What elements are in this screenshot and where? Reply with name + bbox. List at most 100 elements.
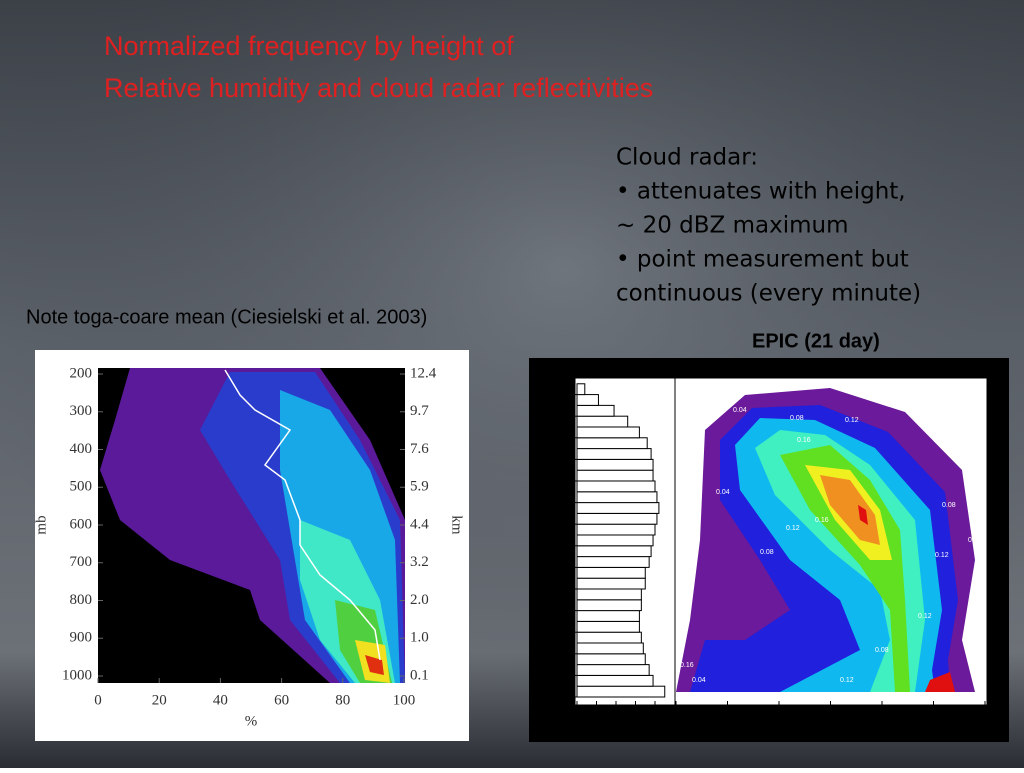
histogram-bar bbox=[576, 642, 644, 655]
y-tick-label: 3 bbox=[568, 627, 573, 636]
contour-region bbox=[820, 475, 880, 545]
y-axis-label: mb bbox=[33, 515, 49, 534]
epic-label: EPIC (21 day) bbox=[752, 330, 880, 352]
y-tick-label: 10 bbox=[563, 476, 572, 485]
histogram-bar bbox=[576, 437, 648, 450]
bullets: Cloud radar: • attenuates with height, ~… bbox=[616, 145, 921, 307]
x-tick-label: 2 bbox=[614, 708, 619, 717]
contour-label: 0.08 bbox=[760, 549, 774, 556]
histogram-bar bbox=[576, 588, 642, 601]
y2-tick-label: 2.0 bbox=[410, 592, 429, 608]
histogram-bar bbox=[576, 491, 658, 504]
x-tick-label: 10 bbox=[929, 708, 938, 717]
y-tick-label: 0 bbox=[568, 692, 573, 701]
y-tick-label: 400 bbox=[70, 441, 93, 457]
histogram-bar bbox=[576, 383, 586, 396]
mean-profile bbox=[224, 369, 381, 661]
x-tick-label: 3 bbox=[633, 708, 638, 717]
bullet-line: Cloud radar: bbox=[616, 145, 758, 171]
contour-label: 0.04 bbox=[716, 489, 730, 496]
contour-label: 0.16 bbox=[815, 517, 829, 524]
contour-region bbox=[858, 505, 868, 525]
x-tick-label: 20 bbox=[981, 708, 990, 717]
histogram-bar bbox=[576, 480, 656, 493]
y-tick-label: 5 bbox=[568, 584, 573, 593]
histogram-bar bbox=[576, 599, 642, 612]
x-tick-label: -20 bbox=[773, 708, 785, 717]
histogram-bar bbox=[576, 502, 660, 514]
x-tick-label: 4 bbox=[653, 708, 658, 717]
y2-tick-label: 7.6 bbox=[410, 441, 429, 457]
contour-label: 0.08 bbox=[875, 647, 889, 654]
y-tick-label: 8 bbox=[568, 519, 573, 528]
x-axis-label: dBZ bbox=[823, 717, 838, 726]
y-tick-label: 800 bbox=[70, 592, 93, 608]
x-tick-label: -10 bbox=[825, 708, 837, 717]
contour-label: 0.12 bbox=[918, 613, 932, 620]
x-axis-label: % bbox=[245, 713, 258, 729]
x-axis-label: % bbox=[621, 717, 628, 726]
histogram-bar bbox=[576, 610, 640, 622]
x-tick-label: -40 bbox=[670, 708, 682, 717]
y2-tick-label: 3.2 bbox=[410, 554, 429, 570]
contour-region bbox=[755, 430, 925, 692]
humidity-field bbox=[100, 368, 405, 683]
x-tick-label: 80 bbox=[335, 692, 350, 708]
y-tick-label: 6 bbox=[568, 563, 573, 572]
x-tick-label: 60 bbox=[274, 692, 289, 708]
bullet-line: • attenuates with height, bbox=[616, 179, 906, 205]
y-tick-label: 7 bbox=[568, 541, 573, 550]
contour-label: 0.04 bbox=[692, 677, 706, 684]
y-tick-label: 500 bbox=[70, 479, 93, 495]
histogram-bar bbox=[576, 685, 666, 698]
y-tick-label: 300 bbox=[70, 403, 93, 419]
histogram-bar bbox=[576, 523, 656, 536]
y-axis-label: km bbox=[555, 535, 564, 546]
y2-tick-label: 12.4 bbox=[410, 365, 437, 381]
histogram-bar bbox=[576, 653, 646, 666]
contour-label: 0.12 bbox=[786, 525, 800, 532]
y-tick-label: 200 bbox=[70, 365, 93, 381]
bullet-line: • point measurement but bbox=[616, 247, 909, 273]
histogram-bar bbox=[576, 512, 658, 525]
y-tick-label: 600 bbox=[70, 516, 93, 532]
histogram-bar bbox=[576, 556, 650, 568]
contour-label: 0.12 bbox=[840, 677, 854, 684]
x-tick-label: -30 bbox=[722, 708, 734, 717]
histogram-bar bbox=[576, 426, 640, 439]
histogram-bar bbox=[576, 577, 646, 590]
histogram-bar bbox=[576, 664, 650, 676]
x-tick-label: 1 bbox=[594, 708, 599, 717]
contour-label: 0.04 bbox=[968, 537, 982, 544]
y-tick-label: 2 bbox=[568, 649, 573, 658]
y2-tick-label: 5.9 bbox=[410, 479, 429, 495]
y2-tick-label: 0.1 bbox=[410, 667, 429, 683]
histogram-bar bbox=[576, 394, 599, 406]
x-tick-label: 0 bbox=[94, 692, 102, 708]
x-tick-label: 0 bbox=[575, 708, 580, 717]
title-line: Normalized frequency by height of bbox=[104, 31, 514, 61]
reflectivity-field bbox=[676, 388, 975, 692]
contour-label: 0.08 bbox=[790, 415, 804, 422]
y-tick-label: 1 bbox=[568, 671, 573, 680]
y-tick-label: 13 bbox=[563, 411, 572, 420]
x-tick-label: 0 bbox=[880, 708, 885, 717]
histogram-bar bbox=[576, 404, 615, 417]
contour-label: 0.04 bbox=[733, 407, 747, 414]
contour-label: 0.12 bbox=[845, 417, 859, 424]
y-tick-label: 12 bbox=[563, 433, 572, 442]
x-tick-label: 100 bbox=[393, 692, 416, 708]
contour-label: 0.16 bbox=[680, 662, 694, 669]
histogram-bar bbox=[576, 534, 654, 547]
histogram-bar bbox=[576, 469, 654, 482]
y2-tick-label: 1.0 bbox=[410, 630, 429, 646]
contour-label: 0.12 bbox=[935, 552, 949, 559]
x-tick-label: 20 bbox=[152, 692, 167, 708]
bullet-line: ~ 20 dBZ maximum bbox=[616, 213, 849, 239]
contour-label: 0.08 bbox=[942, 502, 956, 509]
y-tick-label: 900 bbox=[70, 630, 93, 646]
note: Note toga-coare mean (Ciesielski et al. … bbox=[26, 306, 427, 328]
title-line: Relative humidity and cloud radar reflec… bbox=[104, 73, 653, 103]
